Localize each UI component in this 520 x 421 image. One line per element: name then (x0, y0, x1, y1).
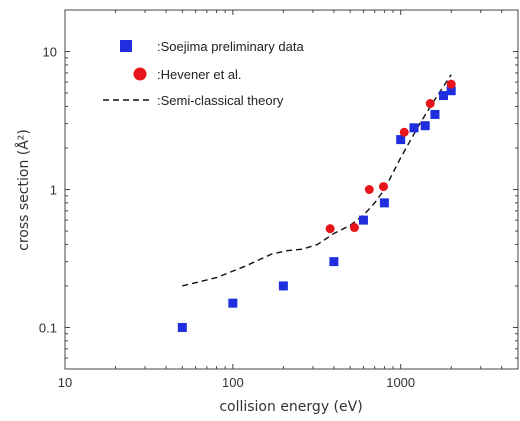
legend-circle-marker (133, 67, 147, 81)
legend-square-marker (120, 40, 132, 52)
soejima-point (446, 86, 456, 96)
legend-label: :Soejima preliminary data (157, 39, 304, 54)
y-tick-label: 1 (50, 183, 57, 198)
soejima-point (439, 91, 449, 101)
x-tick-label: 100 (222, 375, 244, 390)
hevener-point (364, 185, 374, 194)
x-tick-label: 10 (58, 375, 72, 390)
soejima-point (278, 281, 288, 291)
x-tick-label: 1000 (386, 375, 415, 390)
soejima-point (329, 257, 339, 267)
legend-label: :Hevener et al. (157, 67, 242, 82)
hevener-point (446, 79, 456, 89)
y-axis-title: cross section (Å²) (15, 129, 32, 251)
soejima-point (177, 322, 187, 332)
soejima-point (409, 123, 419, 133)
theory-layer (182, 74, 452, 287)
y-tick-label: 0.1 (39, 320, 57, 335)
hevener-point (325, 224, 335, 234)
hevener-point (425, 99, 435, 109)
hevener-point (379, 182, 389, 192)
soejima-point (430, 109, 440, 119)
soejima-point (228, 298, 238, 308)
ticks (64, 10, 518, 369)
legend-label: :Semi-classical theory (157, 93, 284, 108)
plot-frame (64, 9, 519, 370)
y-tick-label: 10 (43, 45, 57, 60)
legend: :Soejima preliminary data :Hevener et al.… (103, 39, 304, 108)
soejima-point (379, 198, 389, 208)
hevener-point (349, 223, 359, 233)
hevener-point (399, 127, 409, 137)
soejima-point (420, 121, 430, 131)
soejima-point (396, 135, 406, 145)
theory-line (182, 74, 452, 287)
tick-labels: 10 100 1000 0.1 1 10 (39, 45, 415, 390)
soejima-point (358, 215, 368, 225)
marker-layer (177, 79, 456, 332)
x-axis-title: collision energy (eV) (219, 399, 362, 415)
